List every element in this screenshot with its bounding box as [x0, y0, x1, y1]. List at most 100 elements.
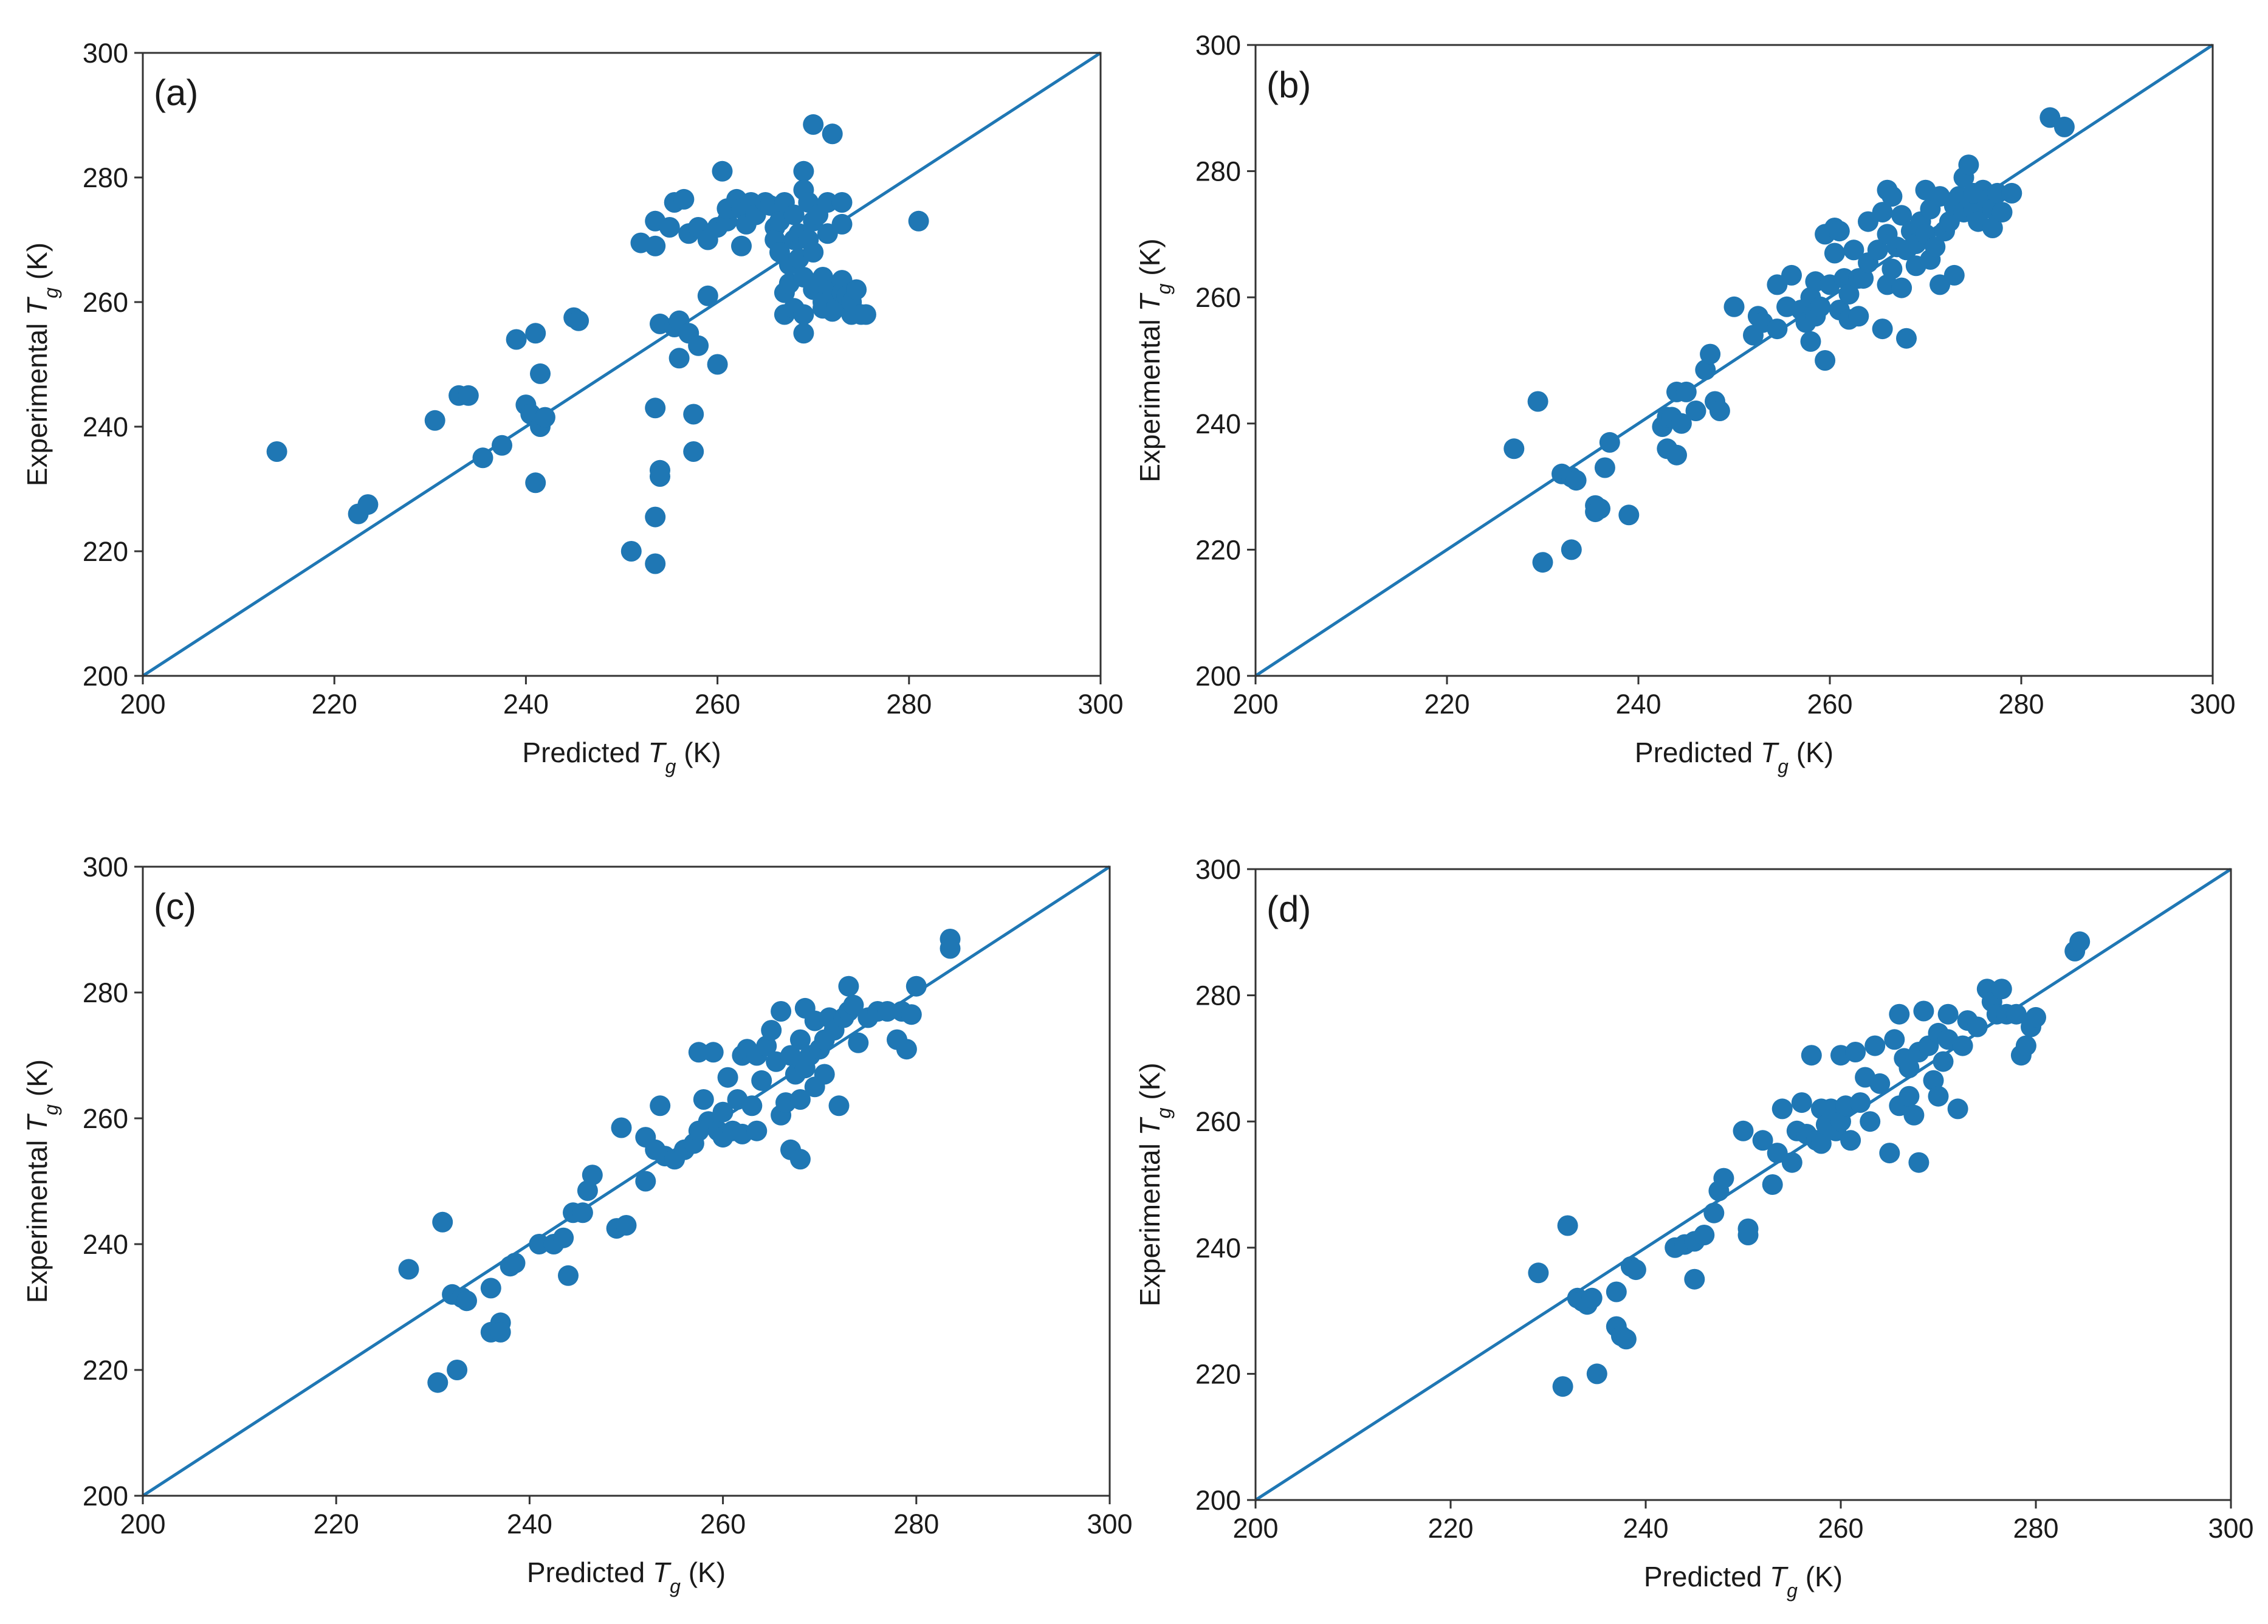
data-point: [697, 285, 718, 306]
x-tick-label: 260: [1818, 1513, 1863, 1544]
data-point: [1845, 1042, 1866, 1062]
y-tick-label: 240: [1195, 1233, 1241, 1264]
data-point: [1838, 284, 1860, 304]
data-point: [506, 329, 527, 350]
data-point: [530, 363, 551, 384]
panel-label: (b): [1266, 64, 1311, 105]
data-point: [1833, 268, 1855, 289]
data-point: [1528, 1262, 1549, 1284]
data-point: [756, 1036, 777, 1056]
data-point: [1967, 1016, 1988, 1037]
data-point: [558, 1265, 579, 1286]
data-point: [803, 242, 824, 263]
data-point: [688, 1042, 709, 1063]
data-point: [1952, 1035, 1973, 1056]
data-point: [828, 1095, 850, 1116]
x-tick-label: 240: [1615, 689, 1661, 720]
data-point: [2053, 116, 2075, 137]
x-tick-label: 300: [2190, 689, 2235, 720]
data-point: [789, 1029, 811, 1050]
data-point: [1840, 1130, 1861, 1151]
panel-b: 200 220 240 260 280 300 200 220 240 260 280 300 Pred…: [1134, 30, 2236, 777]
data-point: [1869, 1073, 1891, 1094]
x-tick-label: 200: [1232, 689, 1278, 720]
data-point: [1881, 258, 1903, 280]
data-point: [1925, 236, 1946, 258]
data-point: [1801, 1045, 1822, 1066]
y-tick-label: 280: [1195, 156, 1241, 187]
data-point: [572, 1202, 593, 1223]
data-point: [1666, 444, 1687, 466]
data-point: [1923, 1070, 1944, 1091]
data-point: [1991, 979, 2012, 1000]
data-point: [357, 494, 379, 515]
data-point: [1671, 413, 1692, 434]
data-point: [2015, 1035, 2036, 1056]
data-point: [2026, 1006, 2046, 1028]
data-point: [1867, 239, 1888, 261]
data-point: [1928, 1086, 1949, 1107]
data-point: [480, 1278, 501, 1299]
data-point: [1881, 186, 1903, 207]
data-point: [424, 410, 445, 431]
data-point: [1684, 1268, 1705, 1290]
data-point: [1908, 1152, 1930, 1173]
x-tick-label: 300: [1077, 689, 1123, 720]
reference-line: [142, 865, 1111, 1498]
x-tick-label: 200: [120, 689, 165, 720]
data-point: [741, 1095, 763, 1116]
data-point: [1884, 1029, 1905, 1050]
data-point: [525, 472, 546, 494]
x-axis-label: Predicted Tg (K): [1644, 1561, 1843, 1602]
data-point: [1767, 318, 1788, 340]
data-point: [1752, 1130, 1773, 1151]
data-point: [1896, 328, 1917, 349]
data-point: [1586, 1363, 1607, 1385]
data-point: [534, 407, 555, 428]
panel-label: (c): [154, 886, 196, 927]
data-point: [1675, 381, 1697, 402]
data-point: [1771, 1098, 1793, 1120]
data-point: [1527, 391, 1548, 412]
data-point: [2005, 1003, 2027, 1025]
data-point: [1853, 268, 1874, 289]
x-axis-label: Predicted Tg (K): [1635, 737, 1833, 777]
data-point: [693, 1089, 714, 1110]
x-tick-label: 220: [312, 689, 357, 720]
data-point: [1872, 202, 1893, 223]
data-point: [1899, 1086, 1920, 1107]
data-point: [1947, 1098, 1968, 1120]
data-point: [458, 385, 479, 406]
data-point: [1700, 343, 1721, 365]
x-tick-label: 280: [2013, 1513, 2058, 1544]
y-tick-label: 260: [1195, 282, 1241, 313]
data-point: [1625, 1259, 1646, 1281]
data-point: [432, 1211, 453, 1233]
data-point: [683, 441, 704, 462]
data-points: [1528, 931, 2091, 1397]
y-tick-label: 260: [1195, 1106, 1241, 1137]
x-tick-label: 200: [120, 1509, 165, 1540]
data-point: [712, 160, 733, 182]
data-point: [1767, 1143, 1788, 1164]
data-point: [717, 1067, 738, 1088]
x-tick-label: 280: [893, 1509, 939, 1540]
data-point: [577, 1180, 598, 1201]
y-tick-label: 240: [1195, 408, 1241, 439]
data-point: [668, 348, 690, 369]
y-tick-label: 220: [1195, 1358, 1241, 1389]
plot-frame: [142, 52, 1102, 677]
data-point: [703, 1042, 724, 1063]
data-point: [1937, 1003, 1959, 1025]
data-point: [1552, 1376, 1573, 1397]
data-point: [1829, 221, 1850, 242]
y-tick-label: 220: [83, 536, 128, 567]
data-point: [635, 1171, 656, 1192]
data-point: [1781, 264, 1802, 286]
y-tick-label: 200: [83, 661, 128, 692]
plot-frame: [142, 865, 1111, 1497]
data-points: [398, 929, 961, 1393]
data-point: [793, 160, 814, 182]
data-point: [492, 435, 512, 456]
